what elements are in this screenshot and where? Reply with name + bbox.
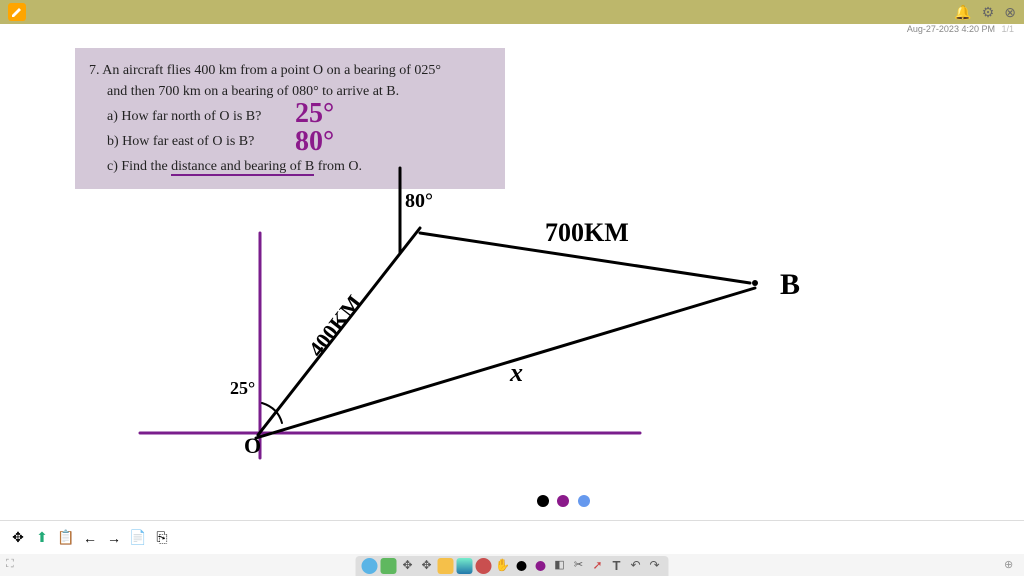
gear-icon[interactable]: ⚙ [982, 4, 995, 21]
label-700km: 700KM [545, 218, 629, 248]
dock-icon-5[interactable] [438, 558, 454, 574]
dock: ✥ ✥ ✋ ◧ ✂ ➚ T ↶ ↷ [356, 556, 669, 576]
problem-box: 7. An aircraft flies 400 km from a point… [75, 48, 505, 189]
dock-icon-10[interactable] [536, 561, 546, 571]
dock-icon-11[interactable]: ◧ [552, 558, 568, 574]
arrow-left-icon[interactable]: ← [80, 528, 100, 548]
top-toolbar: 🔔 ⚙ ⊗ [0, 0, 1024, 24]
swatch-purple[interactable] [557, 495, 569, 507]
dock-icon-16[interactable]: ↷ [647, 558, 663, 574]
swatch-black[interactable] [537, 495, 549, 507]
top-right-group: 🔔 ⚙ ⊗ [954, 4, 1016, 21]
problem-text1: An aircraft flies 400 km from a point O … [102, 63, 441, 78]
new-page-icon[interactable]: ⎘ [152, 528, 172, 548]
dock-icon-8[interactable]: ✋ [495, 558, 511, 574]
dock-icon-12[interactable]: ✂ [571, 558, 587, 574]
annotation-80: 80° [295, 126, 334, 158]
problem-line2: and then 700 km on a bearing of 080° to … [89, 81, 491, 102]
dock-icon-2[interactable] [381, 558, 397, 574]
dock-icon-15[interactable]: ↶ [628, 558, 644, 574]
bottom-toolbar: ✥ ⬆ 📋 ← → 📄 ⎘ [0, 520, 1024, 554]
dock-icon-3[interactable]: ✥ [400, 558, 416, 574]
dock-icon-14[interactable]: T [609, 558, 625, 574]
timestamp-bar: Aug-27-2023 4:20 PM 1/1 [0, 24, 1024, 38]
label-x: x [510, 358, 523, 388]
label-400km: 400KM [303, 290, 367, 362]
color-swatches [535, 494, 592, 512]
label-80: 80° [405, 190, 433, 213]
label-B: B [780, 268, 800, 302]
timestamp-text: Aug-27-2023 4:20 PM [907, 24, 995, 34]
label-O: O [244, 433, 261, 459]
expand-br-icon[interactable]: ⊕ [1004, 558, 1018, 572]
problem-b: b) How far east of O is B? [89, 131, 491, 152]
problem-line1: 7. An aircraft flies 400 km from a point… [89, 60, 491, 81]
label-25angle: 25° [230, 378, 255, 399]
expand-bl-icon[interactable]: ⛶ [6, 558, 20, 572]
move-icon[interactable]: ✥ [8, 528, 28, 548]
problem-c: c) Find the distance and bearing of B fr… [89, 156, 491, 177]
dock-icon-1[interactable] [362, 558, 378, 574]
bell-icon[interactable]: 🔔 [954, 4, 971, 21]
dock-icon-7[interactable] [476, 558, 492, 574]
dock-icon-9[interactable] [517, 561, 527, 571]
problem-c-und: distance and bearing of B [171, 159, 314, 176]
problem-num: 7. [89, 63, 100, 78]
swatch-blue[interactable] [578, 495, 590, 507]
page-count: 1/1 [1001, 24, 1014, 34]
dock-icon-4[interactable]: ✥ [419, 558, 435, 574]
problem-c-post: from O. [314, 159, 362, 174]
dock-icon-13[interactable]: ➚ [590, 558, 606, 574]
arrow-right-icon[interactable]: → [104, 528, 124, 548]
canvas[interactable]: 7. An aircraft flies 400 km from a point… [0, 38, 1024, 520]
pencil-icon[interactable] [8, 3, 26, 21]
top-left-group [8, 3, 26, 21]
export-icon[interactable]: ⬆ [32, 528, 52, 548]
close-icon[interactable]: ⊗ [1004, 4, 1016, 21]
problem-a: a) How far north of O is B? [89, 106, 491, 127]
clipboard-icon[interactable]: 📋 [56, 528, 76, 548]
problem-c-pre: c) Find the [107, 159, 171, 174]
page-add-icon[interactable]: 📄 [128, 528, 148, 548]
dock-icon-6[interactable] [457, 558, 473, 574]
